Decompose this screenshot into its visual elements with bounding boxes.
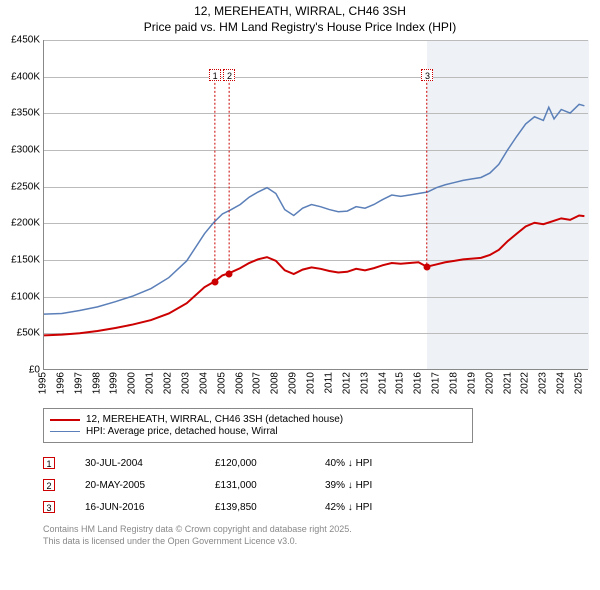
sale-marker-dot	[212, 279, 219, 286]
x-tick-label: 2003	[180, 372, 191, 394]
sale-marker-box: 2	[43, 479, 55, 491]
title-line-2: Price paid vs. HM Land Registry's House …	[0, 20, 600, 36]
sale-date: 30-JUL-2004	[85, 458, 215, 469]
x-tick-label: 1995	[38, 372, 49, 394]
y-tick-label: £200K	[11, 218, 43, 229]
x-tick-label: 2004	[198, 372, 209, 394]
x-tick-label: 2018	[448, 372, 459, 394]
sale-delta: 40% ↓ HPI	[325, 458, 425, 469]
x-tick-label: 2014	[377, 372, 388, 394]
x-tick-label: 2023	[538, 372, 549, 394]
x-tick-label: 2011	[323, 372, 334, 394]
sale-marker-box: 3	[43, 501, 55, 513]
x-tick-label: 2008	[270, 372, 281, 394]
x-tick-label: 1998	[91, 372, 102, 394]
legend-label: HPI: Average price, detached house, Wirr…	[86, 426, 278, 437]
legend-item: 12, MEREHEATH, WIRRAL, CH46 3SH (detache…	[50, 414, 466, 425]
series-line-hpi	[44, 104, 584, 314]
x-tick-label: 2012	[341, 372, 352, 394]
legend-swatch	[50, 419, 80, 421]
x-tick-label: 2000	[127, 372, 138, 394]
x-tick-label: 2009	[288, 372, 299, 394]
attribution-line-2: This data is licensed under the Open Gov…	[43, 536, 352, 548]
sale-price: £139,850	[215, 502, 325, 513]
series-line-property	[44, 215, 584, 335]
x-tick-label: 2002	[163, 372, 174, 394]
y-tick-label: £350K	[11, 108, 43, 119]
sale-marker-box: 2	[223, 69, 235, 81]
x-tick-label: 2022	[520, 372, 531, 394]
x-tick-label: 2006	[234, 372, 245, 394]
sale-marker-box: 1	[43, 457, 55, 469]
y-tick-label: £150K	[11, 255, 43, 266]
x-tick-label: 2015	[395, 372, 406, 394]
sale-delta: 42% ↓ HPI	[325, 502, 425, 513]
sale-price: £131,000	[215, 480, 325, 491]
x-tick-label: 2025	[574, 372, 585, 394]
x-tick-label: 2013	[359, 372, 370, 394]
sale-marker-box: 1	[209, 69, 221, 81]
y-tick-label: £50K	[17, 328, 43, 339]
x-tick-label: 1999	[109, 372, 120, 394]
sale-date: 16-JUN-2016	[85, 502, 215, 513]
chart-lines	[44, 40, 588, 369]
title-line-1: 12, MEREHEATH, WIRRAL, CH46 3SH	[0, 4, 600, 20]
x-tick-label: 2017	[431, 372, 442, 394]
x-tick-label: 1996	[55, 372, 66, 394]
sales-table: 1 30-JUL-2004 £120,000 40% ↓ HPI 2 20-MA…	[43, 452, 425, 518]
y-tick-label: £300K	[11, 145, 43, 156]
x-tick-label: 2001	[145, 372, 156, 394]
chart-title: 12, MEREHEATH, WIRRAL, CH46 3SH Price pa…	[0, 0, 600, 35]
x-tick-label: 2010	[306, 372, 317, 394]
attribution-line-1: Contains HM Land Registry data © Crown c…	[43, 524, 352, 536]
table-row: 1 30-JUL-2004 £120,000 40% ↓ HPI	[43, 452, 425, 474]
y-tick-label: £250K	[11, 181, 43, 192]
sale-price: £120,000	[215, 458, 325, 469]
x-tick-label: 2005	[216, 372, 227, 394]
x-tick-label: 1997	[73, 372, 84, 394]
x-tick-label: 2024	[556, 372, 567, 394]
table-row: 2 20-MAY-2005 £131,000 39% ↓ HPI	[43, 474, 425, 496]
chart-plot-area: 12 3	[43, 40, 588, 370]
attribution: Contains HM Land Registry data © Crown c…	[43, 524, 352, 547]
legend: 12, MEREHEATH, WIRRAL, CH46 3SH (detache…	[43, 408, 473, 443]
table-row: 3 16-JUN-2016 £139,850 42% ↓ HPI	[43, 496, 425, 518]
legend-item: HPI: Average price, detached house, Wirr…	[50, 426, 466, 437]
sale-delta: 39% ↓ HPI	[325, 480, 425, 491]
x-tick-label: 2007	[252, 372, 263, 394]
sale-date: 20-MAY-2005	[85, 480, 215, 491]
sale-marker-dot	[424, 264, 431, 271]
legend-label: 12, MEREHEATH, WIRRAL, CH46 3SH (detache…	[86, 414, 343, 425]
x-tick-label: 2021	[502, 372, 513, 394]
y-tick-label: £400K	[11, 71, 43, 82]
y-tick-label: £450K	[11, 35, 43, 46]
x-tick-label: 2020	[484, 372, 495, 394]
legend-swatch	[50, 431, 80, 432]
sale-marker-dot	[226, 270, 233, 277]
sale-marker-box: 3	[421, 69, 433, 81]
x-tick-label: 2019	[466, 372, 477, 394]
y-tick-label: £100K	[11, 291, 43, 302]
x-tick-label: 2016	[413, 372, 424, 394]
